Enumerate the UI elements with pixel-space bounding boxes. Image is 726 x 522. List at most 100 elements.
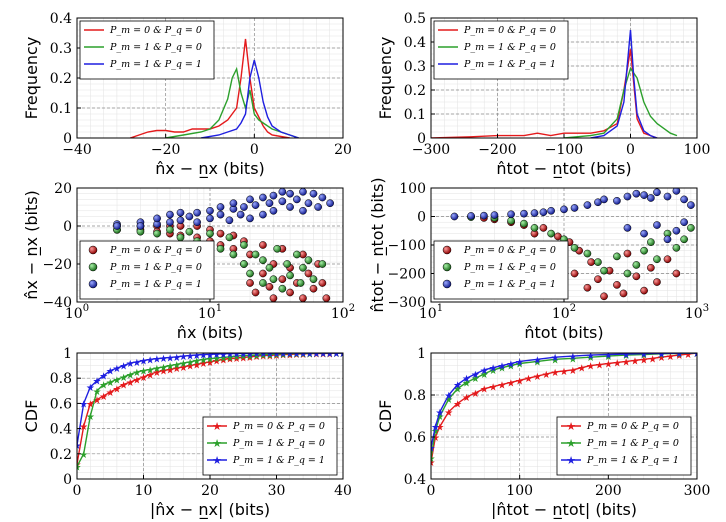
- scatter-point-red: [278, 275, 287, 284]
- scatter-point-red: [613, 281, 621, 289]
- legend-label-3: P_m = 1 & P_q = 1: [463, 59, 556, 70]
- series-marker-green: ★: [471, 374, 480, 385]
- scatter-point-green: [507, 216, 515, 225]
- series-marker-blue: ★: [132, 358, 141, 369]
- legend-star-blue: ★: [566, 454, 576, 467]
- series-marker-green: ★: [179, 359, 188, 370]
- x-tick-label: 102: [331, 303, 355, 322]
- x-axis-label: n̂x (bits): [177, 323, 243, 342]
- y-tick-label: −200: [388, 267, 426, 283]
- scatter-point-red: [663, 255, 672, 264]
- series-marker-red: ★: [279, 351, 288, 362]
- series-line-green: [431, 353, 697, 459]
- series-marker-green: ★: [305, 349, 314, 360]
- series-marker-blue: ★: [622, 350, 631, 361]
- series-line-red: [129, 38, 290, 138]
- y-tick-label: −40: [42, 295, 72, 311]
- series-marker-green: ★: [427, 454, 436, 465]
- series-marker-green: ★: [497, 364, 506, 375]
- scatter-point-blue: [246, 214, 254, 223]
- series-marker-red: ★: [431, 433, 440, 444]
- scatter-point-blue: [653, 188, 661, 197]
- scatter-point-blue: [166, 210, 174, 219]
- series-marker-blue: ★: [179, 352, 188, 363]
- series-marker-red: ★: [232, 354, 241, 365]
- scatter-point-blue: [240, 203, 248, 211]
- series-marker-blue: ★: [319, 349, 328, 360]
- x-tick-label: 20: [201, 483, 219, 499]
- series-marker-red: ★: [339, 349, 348, 360]
- scatter-point-blue: [583, 201, 592, 209]
- scatter-point-blue: [185, 212, 194, 221]
- scatter-point-green: [246, 269, 254, 278]
- series-marker-green: ★: [166, 362, 175, 373]
- series-marker-blue: ★: [245, 349, 254, 360]
- legend-star-red: ★: [212, 420, 222, 433]
- series-marker-green: ★: [192, 357, 201, 368]
- scatter-point-blue: [507, 210, 515, 219]
- x-tick-label: 200: [595, 483, 622, 499]
- series-marker-blue: ★: [480, 366, 489, 377]
- legend-box: [433, 240, 569, 300]
- series-marker-green: ★: [272, 350, 281, 361]
- scatter-point-green: [520, 219, 528, 228]
- series-marker-blue: ★: [568, 352, 577, 363]
- scatter-point-red: [246, 279, 254, 287]
- scatter-point-green: [594, 258, 602, 266]
- scatter-point-blue: [269, 191, 278, 200]
- scatter-point-green: [225, 233, 234, 242]
- series-marker-red: ★: [179, 363, 188, 374]
- series-marker-red: ★: [73, 460, 82, 471]
- series-marker-green: ★: [172, 360, 181, 371]
- scatter-point-green: [640, 246, 648, 255]
- scatter-point-green: [530, 224, 539, 232]
- series-marker-red: ★: [132, 375, 141, 386]
- series-marker-blue: ★: [489, 364, 498, 375]
- scatter-point-blue: [680, 195, 688, 204]
- series-marker-green: ★: [126, 370, 135, 381]
- scatter-point-blue: [663, 235, 672, 244]
- series-marker-blue: ★: [332, 349, 341, 360]
- series-marker-blue: ★: [73, 441, 82, 452]
- series-marker-blue: ★: [192, 351, 201, 362]
- series-marker-green: ★: [146, 365, 155, 376]
- scatter-point-red: [269, 294, 278, 302]
- scatter-point-blue: [314, 203, 322, 211]
- series-marker-green: ★: [462, 378, 471, 389]
- scatter-point-blue: [640, 191, 648, 199]
- series-marker-red: ★: [684, 350, 693, 361]
- x-axis-label: n̂x − n̲x (bits): [155, 159, 265, 179]
- series-marker-blue: ★: [427, 444, 436, 455]
- series-marker-green: ★: [292, 350, 301, 361]
- scatter-point-blue: [687, 201, 695, 209]
- series-marker-green: ★: [73, 462, 82, 473]
- scatter-point-green: [318, 260, 327, 268]
- series-marker-red: ★: [259, 352, 268, 363]
- series-marker-blue: ★: [444, 391, 453, 402]
- y-tick-label: 0.2: [404, 83, 426, 99]
- series-marker-blue: ★: [435, 408, 444, 419]
- legend-label-2: P_m = 1 & P_q = 0: [463, 42, 556, 53]
- series-marker-blue: ★: [86, 383, 95, 394]
- legend: P_m = 0 & P_q = 0 P_m = 1 & P_q = 0 P_m = …: [79, 20, 215, 80]
- series-marker-red: ★: [657, 353, 666, 364]
- series-line-blue: [200, 59, 299, 138]
- series-marker-green: ★: [431, 427, 440, 438]
- series-marker-red: ★: [506, 378, 515, 389]
- scatter-point-blue: [193, 218, 201, 227]
- scatter-point-green: [166, 225, 174, 234]
- legend-label-1: P_m = 0 & P_q = 0: [232, 421, 325, 432]
- series-marker-red: ★: [319, 349, 328, 360]
- series-marker-red: ★: [252, 352, 261, 363]
- series-marker-green: ★: [159, 363, 168, 374]
- legend-label-1: P_m = 0 & P_q = 0: [109, 25, 202, 36]
- scatter-point-blue: [136, 222, 145, 230]
- y-tick-label: 0.4: [50, 11, 72, 27]
- series-marker-blue: ★: [292, 349, 301, 360]
- series-marker-blue: ★: [79, 399, 88, 410]
- y-tick-label: −20: [42, 257, 72, 273]
- scatter-point-red: [594, 275, 602, 284]
- x-tick-label: 103: [685, 303, 709, 322]
- series-marker-blue: ★: [225, 350, 234, 361]
- scatter-point-green: [206, 229, 214, 238]
